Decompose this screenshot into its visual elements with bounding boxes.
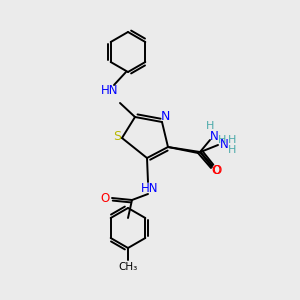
Text: O: O xyxy=(212,164,220,176)
Text: H: H xyxy=(218,135,226,145)
Text: HN: HN xyxy=(101,85,119,98)
Text: H: H xyxy=(206,121,214,131)
Text: O: O xyxy=(100,191,109,205)
Text: HN: HN xyxy=(141,182,159,196)
Text: H: H xyxy=(228,135,236,145)
Text: S: S xyxy=(113,130,121,142)
Text: N: N xyxy=(160,110,170,124)
Text: H: H xyxy=(228,145,236,155)
Text: N: N xyxy=(220,139,228,152)
Text: O: O xyxy=(212,164,222,176)
Text: CH₃: CH₃ xyxy=(118,262,138,272)
Text: N: N xyxy=(210,130,218,142)
